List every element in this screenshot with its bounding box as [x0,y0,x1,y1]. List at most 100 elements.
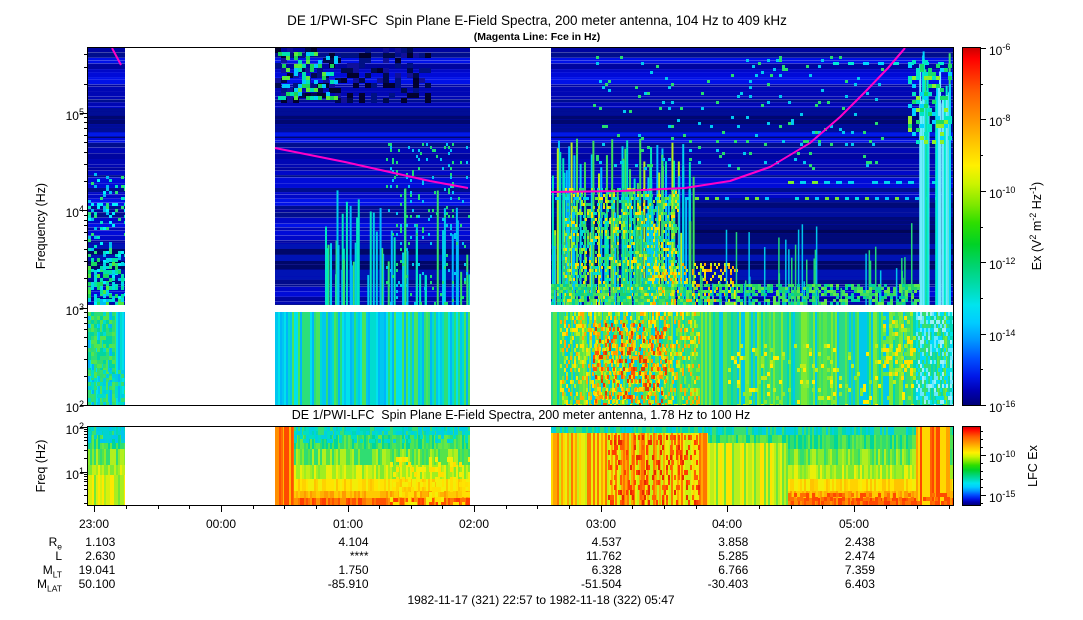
eph-value: 2.474 [844,549,875,563]
lfc-colorbar-minor-tick [980,487,983,488]
sfc-colorbar-tick-label: 10-6 [989,42,1011,58]
time-label: 01:00 [332,517,364,531]
sfc-y-minor-tick [84,152,88,153]
time-label: 00:00 [205,517,237,531]
x-minor-tick [917,505,918,509]
time-label: 02:00 [458,517,490,531]
lfc-colorbar [962,426,981,506]
sfc-y-minor-tick [84,220,88,221]
x-minor-tick [791,505,792,509]
x-minor-tick [284,505,285,509]
x-minor-tick [632,505,633,509]
x-minor-tick [253,505,254,509]
sfc-y-minor-tick [84,122,88,123]
lfc-colorbar-minor-tick [980,471,983,472]
lfc-y-minor-tick [84,458,88,459]
x-major-tick [727,505,728,512]
sfc-y-minor-tick [84,232,88,233]
sfc-colorbar-major-tick [980,405,986,406]
eph-row-label: MLAT [37,577,62,594]
sfc-colorbar-major-tick [980,119,986,120]
plot-title: DE 1/PWI-SFC Spin Plane E-Field Spectra,… [287,13,787,28]
sfc-y-minor-tick [84,181,88,182]
x-minor-tick [759,505,760,509]
sfc-colorbar-tick-label: 10-14 [989,328,1016,344]
eph-value: -30.403 [707,577,749,591]
eph-value: 11.762 [585,549,622,563]
x-minor-tick [126,505,127,509]
sfc-y-minor-tick [84,278,88,279]
lfc-title: DE 1/PWI-LFC Spin Plane E-Field Spectra,… [291,408,751,422]
sfc-colorbar-minor-tick [980,84,983,85]
sfc-y-minor-tick [84,117,88,118]
eph-value: 19.041 [78,563,116,577]
lfc-y-minor-tick [84,434,88,435]
lfc-colorbar-minor-tick [980,447,983,448]
sfc-colorbar-tick-label: 10-16 [989,399,1016,415]
eph-value: 50.100 [78,577,116,591]
lfc-colorbar-major-tick [980,495,986,496]
sfc-colorbar-minor-tick [980,155,983,156]
lfc-y-minor-tick [84,485,88,486]
eph-value: 6.766 [718,563,749,577]
eph-value: 6.328 [591,563,622,577]
sfc-y-major-tick [80,308,88,309]
lfc-y-minor-tick [84,479,88,480]
sfc-y-minor-tick [84,164,88,165]
sfc-colorbar-major-tick [980,48,986,49]
sfc-y-minor-tick [84,261,88,262]
eph-value: -51.504 [581,577,622,591]
lfc-colorbar-tick-label: 10-10 [989,449,1016,465]
eph-value: 5.285 [718,549,749,563]
sfc-y-minor-tick [84,317,88,318]
x-minor-tick [664,505,665,509]
sfc-y-tick-label: 105 [65,107,84,123]
eph-row-label: L [55,549,62,563]
sfc-y-major-tick [80,210,88,211]
x-minor-tick [442,505,443,509]
sfc-y-minor-tick [84,329,88,330]
eph-value: 2.438 [844,535,875,549]
x-minor-tick [696,505,697,509]
lfc-y-minor-tick [84,474,88,475]
time-label: 03:00 [585,517,617,531]
sfc-y-minor-tick [84,337,88,338]
x-minor-tick [158,505,159,509]
x-major-tick [474,505,475,512]
sfc-colorbar-tick-label: 10-10 [989,185,1016,201]
lfc-y-minor-tick [84,437,88,438]
x-minor-tick [506,505,507,509]
time-range-caption: 1982-11-17 (321) 22:57 to 1982-11-18 (32… [407,593,675,607]
sfc-y-minor-tick [84,54,88,55]
eph-value: 1.103 [85,535,116,549]
lfc-colorbar-minor-tick [980,439,983,440]
x-major-tick [601,505,602,512]
x-minor-tick [949,505,950,509]
sfc-colorbar [962,47,981,406]
sfc-colorbar-minor-tick [980,227,983,228]
sfc-y-minor-tick [84,84,88,85]
eph-value: 3.858 [718,535,749,549]
lfc-y-minor-tick [84,429,88,430]
x-minor-tick [886,505,887,509]
lfc-y-minor-tick [84,503,88,504]
x-minor-tick [379,505,380,509]
sfc-colorbar-major-tick [980,191,986,192]
x-minor-tick [537,505,538,509]
x-major-tick [221,505,222,512]
eph-row-label: Re [48,535,62,552]
sfc-y-minor-tick [84,359,88,360]
sfc-colorbar-tick-label: 10-12 [989,256,1016,272]
lfc-y-minor-tick [84,440,88,441]
eph-value: 2.630 [85,549,116,563]
sfc-y-tick-label: 103 [65,302,84,318]
x-minor-tick [822,505,823,509]
sfc-colorbar-major-tick [980,334,986,335]
lfc-colorbar-minor-tick [980,463,983,464]
sfc-y-minor-tick [84,215,88,216]
sfc-y-minor-tick [84,67,88,68]
x-minor-tick [569,505,570,509]
lfc-colorbar-tick-label: 10-15 [989,489,1016,505]
eph-value: 6.403 [844,577,875,591]
